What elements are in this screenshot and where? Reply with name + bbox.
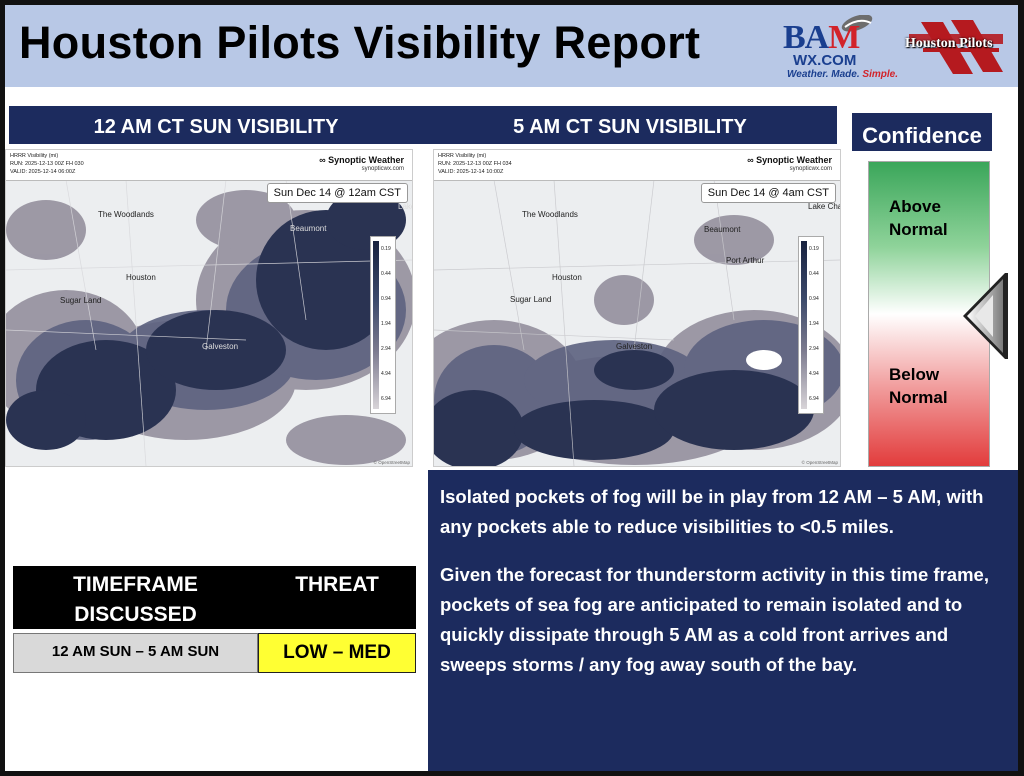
confidence-below-label: Below Normal: [889, 363, 948, 409]
bamwx-logo-graphic: [841, 15, 873, 32]
map-valid: VALID: 2025-12-14 06:00Z: [10, 169, 76, 175]
table-cell-timeframe: 12 AM SUN – 5 AM SUN: [13, 633, 258, 673]
legend-value: 2.94: [381, 346, 391, 352]
below-word: Below: [889, 365, 940, 384]
infinity-icon: ∞: [319, 155, 326, 165]
city-label: Galveston: [202, 342, 239, 351]
city-label: Galveston: [616, 342, 653, 351]
legend-value: 6.94: [381, 396, 391, 402]
infinity-icon: ∞: [747, 155, 754, 165]
confidence-above-label: Above Normal: [889, 195, 948, 241]
map-run: RUN: 2025-12-13 00Z FH 030: [10, 161, 84, 167]
city-label: Lake Cha: [398, 202, 412, 211]
map-valid: VALID: 2025-12-14 10:00Z: [438, 169, 504, 175]
title-bar: Houston Pilots Visibility Report BAM WX.…: [5, 5, 1018, 87]
visibility-legend: 0.19 0.44 0.94 1.94 2.94 4.94 6.94: [370, 236, 396, 414]
map-timestamp: Sun Dec 14 @ 4am CST: [700, 183, 836, 203]
houston-pilots-wordmark: Houston Pilots: [905, 36, 993, 51]
legend-value: 4.94: [381, 371, 391, 377]
forecast-discussion: Isolated pockets of fog will be in play …: [428, 470, 1018, 771]
discussion-paragraph: Given the forecast for thunderstorm acti…: [440, 564, 989, 675]
houston-pilots-emblem: [909, 20, 1003, 74]
legend-value: 1.94: [381, 321, 391, 327]
legend-value: 2.94: [809, 346, 819, 352]
bamwx-m: M: [828, 19, 860, 56]
table-header-threat: THREAT: [258, 566, 416, 629]
legend-colorbar: [801, 241, 807, 409]
city-label: The Woodlands: [98, 210, 154, 219]
city-label: Port Arthur: [726, 256, 765, 265]
legend-value: 0.19: [381, 246, 391, 252]
tagline-b: Simple.: [862, 69, 898, 80]
map-attribution: © OpenStreetMap: [373, 460, 410, 465]
bamwx-logo: BAM WX.COM Weather. Made. Simple.: [779, 15, 899, 83]
header-line: TIMEFRAME: [73, 573, 198, 596]
city-label: The Woodlands: [522, 210, 578, 219]
visibility-legend: 0.19 0.44 0.94 1.94 2.94 4.94 6.94: [798, 236, 824, 414]
discussion-paragraph: Isolated pockets of fog will be in play …: [440, 486, 984, 537]
below-normal-word: Normal: [889, 388, 948, 407]
map-run: RUN: 2025-12-13 00Z FH 034: [438, 161, 512, 167]
synoptic-url: synopticwx.com: [789, 166, 832, 172]
map-visibility-field: [6, 179, 412, 466]
header-line: DISCUSSED: [74, 603, 197, 626]
synoptic-brand: ∞ Synoptic Weather: [319, 155, 404, 165]
synoptic-brand-name: Synoptic Weather: [756, 155, 832, 165]
legend-value: 6.94: [809, 396, 819, 402]
bamwx-wordmark: BAM: [783, 19, 860, 56]
legend-value: 0.94: [809, 296, 819, 302]
city-label: Sugar Land: [60, 296, 102, 305]
bamwx-tagline: Weather. Made. Simple.: [787, 69, 898, 80]
tagline-a: Weather. Made.: [787, 69, 860, 80]
city-label: Sugar Land: [510, 295, 552, 304]
bamwx-domain: WX.COM: [793, 52, 857, 69]
above-normal-word: Normal: [889, 220, 948, 239]
visibility-map-12am: HRRR Visibility (mi) RUN: 2025-12-13 00Z…: [5, 149, 413, 467]
confidence-label: Confidence: [852, 113, 992, 151]
above-word: Above: [889, 197, 941, 216]
legend-value: 0.94: [381, 296, 391, 302]
legend-value: 0.44: [381, 271, 391, 277]
map-product: HRRR Visibility (mi): [438, 153, 487, 159]
map-attribution: © OpenStreetMap: [801, 460, 838, 465]
city-label: Houston: [552, 273, 582, 282]
confidence-pointer-icon: [963, 273, 1008, 359]
city-label: Lake Cha: [808, 202, 841, 211]
city-label: Houston: [126, 273, 156, 282]
panel-heading-12am: 12 AM CT SUN VISIBILITY: [9, 106, 423, 144]
synoptic-url: synopticwx.com: [361, 166, 404, 172]
legend-value: 4.94: [809, 371, 819, 377]
slide: Houston Pilots Visibility Report BAM WX.…: [5, 5, 1018, 771]
legend-colorbar: [373, 241, 379, 409]
map-header: HRRR Visibility (mi) RUN: 2025-12-13 00Z…: [434, 150, 840, 181]
synoptic-brand-name: Synoptic Weather: [328, 155, 404, 165]
synoptic-brand: ∞ Synoptic Weather: [747, 155, 832, 165]
map-timestamp: Sun Dec 14 @ 12am CST: [266, 183, 408, 203]
legend-value: 0.19: [809, 246, 819, 252]
visibility-map-5am: HRRR Visibility (mi) RUN: 2025-12-13 00Z…: [433, 149, 841, 467]
bamwx-bam: BA: [783, 19, 829, 56]
threat-table: TIMEFRAME DISCUSSED THREAT 12 AM SUN – 5 …: [13, 566, 416, 676]
city-label: Beaumont: [704, 225, 741, 234]
map-header: HRRR Visibility (mi) RUN: 2025-12-13 00Z…: [6, 150, 412, 181]
table-header-timeframe: TIMEFRAME DISCUSSED: [13, 566, 258, 629]
legend-value: 0.44: [809, 271, 819, 277]
map-product: HRRR Visibility (mi): [10, 153, 59, 159]
page-title: Houston Pilots Visibility Report: [19, 17, 701, 68]
houston-pilots-logo: Houston Pilots: [903, 14, 1009, 84]
legend-value: 1.94: [809, 321, 819, 327]
city-label: Beaumont: [290, 224, 327, 233]
panel-heading-5am: 5 AM CT SUN VISIBILITY: [423, 106, 837, 144]
table-cell-threat: LOW – MED: [258, 633, 416, 673]
